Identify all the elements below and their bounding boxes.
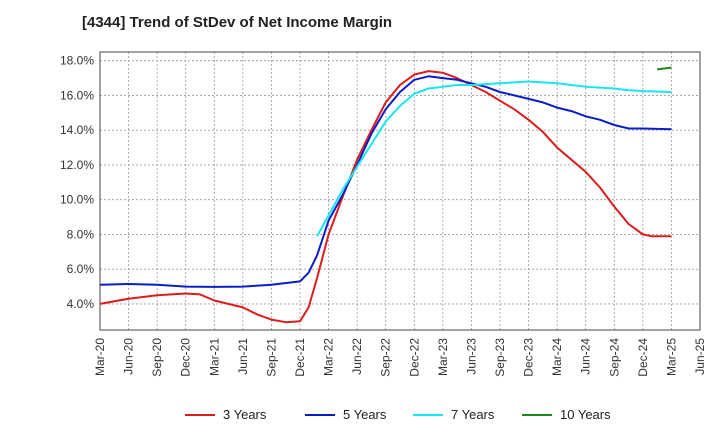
y-tick-label: 16.0% — [60, 88, 94, 102]
x-tick-label: Jun-21 — [236, 338, 250, 375]
legend-label: 5 Years — [343, 407, 387, 422]
x-tick-label: Sep-20 — [150, 338, 164, 377]
axes: 4.0% 6.0% 8.0% 10.0% 12.0% 14.0% 16.0% 18.0% Mar… — [60, 51, 707, 377]
x-tick-label: Sep-24 — [607, 338, 621, 377]
x-tick-label: Dec-20 — [179, 338, 193, 377]
x-tick-label: Jun-20 — [122, 338, 136, 375]
plot-area — [100, 52, 700, 330]
y-tick-label: 18.0% — [60, 54, 94, 68]
x-tick-label: Dec-21 — [293, 338, 307, 377]
y-tick-label: 6.0% — [67, 262, 95, 276]
plot-frame — [99, 51, 701, 331]
legend: 3 Years 5 Years 7 Years 10 Years — [185, 407, 611, 422]
x-tick-label: Dec-23 — [522, 338, 536, 377]
legend-label: 3 Years — [223, 407, 267, 422]
x-tick-label: Jun-22 — [350, 338, 364, 375]
grid — [99, 52, 701, 330]
y-tick-label: 10.0% — [60, 193, 94, 207]
x-tick-label: Sep-22 — [379, 338, 393, 377]
x-tick-label: Mar-20 — [93, 338, 107, 376]
x-tick-label: Mar-24 — [550, 338, 564, 376]
series-line-7-years — [316, 80, 672, 237]
y-tick-label: 12.0% — [60, 158, 94, 172]
legend-label: 10 Years — [560, 407, 611, 422]
series-line-3-years — [99, 70, 672, 324]
y-tick-label: 4.0% — [67, 297, 95, 311]
chart-title: [4344] Trend of StDev of Net Income Marg… — [82, 14, 393, 31]
series-line-10-years — [656, 66, 672, 71]
x-tick-label: Mar-25 — [664, 338, 678, 376]
series-lines — [99, 66, 672, 324]
series-line-5-years — [99, 75, 672, 288]
x-tick-label: Sep-23 — [493, 338, 507, 377]
x-tick-label: Mar-23 — [436, 338, 450, 376]
x-tick-label: Jun-23 — [464, 338, 478, 375]
x-tick-label: Dec-22 — [407, 338, 421, 377]
x-tick-label: Sep-21 — [264, 338, 278, 377]
legend-label: 7 Years — [451, 407, 495, 422]
x-tick-label: Mar-22 — [322, 338, 336, 376]
y-tick-label: 14.0% — [60, 123, 94, 137]
x-tick-label: Jun-25 — [693, 338, 707, 375]
x-tick-label: Jun-24 — [579, 338, 593, 375]
y-tick-label: 8.0% — [67, 227, 95, 241]
x-tick-label: Dec-24 — [636, 338, 650, 377]
x-tick-label: Mar-21 — [207, 338, 221, 376]
